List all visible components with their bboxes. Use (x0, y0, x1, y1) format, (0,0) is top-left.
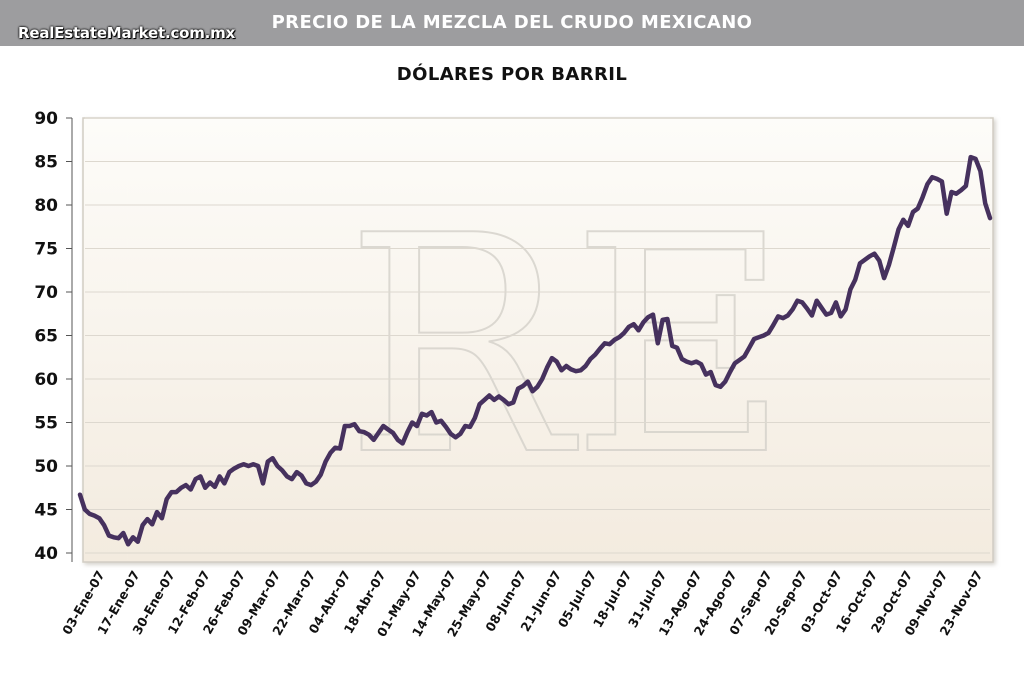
y-tick-label: 50 (34, 457, 58, 477)
y-tick-label: 75 (34, 240, 58, 260)
y-tick-label: 60 (34, 370, 58, 390)
y-tick-label: 90 (34, 109, 58, 129)
header-bar (0, 0, 1024, 46)
y-tick-label: 80 (34, 196, 58, 216)
grid-lines (85, 117, 990, 554)
watermark: RE (345, 172, 790, 521)
site-logo[interactable]: RealEstateMarket.com.mx (18, 24, 236, 42)
plot-area (82, 117, 994, 563)
chart-title: PRECIO DE LA MEZCLA DEL CRUDO MEXICANO (271, 12, 753, 33)
y-tick-label: 70 (34, 283, 58, 303)
chart-subtitle: DÓLARES POR BARRIL (396, 64, 628, 85)
y-tick-label: 55 (34, 414, 58, 434)
y-tick-label: 65 (34, 327, 58, 347)
y-axis: 40 45 50 55 60 65 70 75 80 85 90 (34, 109, 72, 564)
y-tick-label: 45 (34, 501, 58, 521)
y-tick-label: 40 (34, 544, 58, 564)
x-axis: 03-Ene-0717-Ene-0730-Ene-0712-Feb-0726-F… (59, 568, 986, 639)
y-tick-label: 85 (34, 153, 58, 173)
series-line (77, 154, 993, 547)
